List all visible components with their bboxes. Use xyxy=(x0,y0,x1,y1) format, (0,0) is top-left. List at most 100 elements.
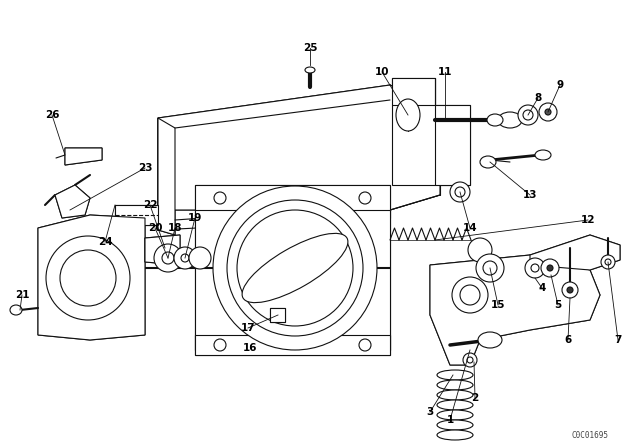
Text: 11: 11 xyxy=(438,67,452,77)
Circle shape xyxy=(227,200,363,336)
Ellipse shape xyxy=(154,244,182,272)
Polygon shape xyxy=(392,78,470,185)
Ellipse shape xyxy=(480,156,496,168)
Circle shape xyxy=(567,287,573,293)
Text: 18: 18 xyxy=(168,223,182,233)
Ellipse shape xyxy=(437,410,473,420)
Text: 9: 9 xyxy=(556,80,564,90)
Ellipse shape xyxy=(535,150,551,160)
Circle shape xyxy=(60,250,116,306)
Circle shape xyxy=(214,339,226,351)
Text: 23: 23 xyxy=(138,163,152,173)
Text: 6: 6 xyxy=(564,335,572,345)
Polygon shape xyxy=(530,235,620,270)
Ellipse shape xyxy=(305,67,315,73)
Circle shape xyxy=(476,254,504,282)
Ellipse shape xyxy=(450,182,470,202)
Text: 2: 2 xyxy=(472,393,479,403)
Circle shape xyxy=(359,192,371,204)
Polygon shape xyxy=(158,85,440,210)
Text: 16: 16 xyxy=(243,343,257,353)
Circle shape xyxy=(483,261,497,275)
Text: 14: 14 xyxy=(463,223,477,233)
Ellipse shape xyxy=(162,252,174,264)
Polygon shape xyxy=(158,118,175,235)
Text: 7: 7 xyxy=(614,335,621,345)
Polygon shape xyxy=(158,118,175,235)
Polygon shape xyxy=(145,235,180,265)
Polygon shape xyxy=(65,148,102,165)
Circle shape xyxy=(213,186,377,350)
Polygon shape xyxy=(195,185,390,210)
Circle shape xyxy=(237,210,353,326)
Text: 26: 26 xyxy=(45,110,60,120)
Ellipse shape xyxy=(174,247,196,269)
Polygon shape xyxy=(392,78,470,185)
Circle shape xyxy=(541,259,559,277)
Text: 12: 12 xyxy=(580,215,595,225)
Text: 1: 1 xyxy=(446,415,454,425)
Circle shape xyxy=(562,282,578,298)
Circle shape xyxy=(545,109,551,115)
Polygon shape xyxy=(430,255,600,365)
Polygon shape xyxy=(195,335,390,355)
Polygon shape xyxy=(145,235,180,265)
Circle shape xyxy=(605,259,611,265)
Circle shape xyxy=(547,265,553,271)
Text: 17: 17 xyxy=(241,323,255,333)
Polygon shape xyxy=(65,148,102,165)
Polygon shape xyxy=(195,185,390,350)
Circle shape xyxy=(452,277,488,313)
Polygon shape xyxy=(430,255,600,365)
Ellipse shape xyxy=(539,103,557,121)
Circle shape xyxy=(601,255,615,269)
Ellipse shape xyxy=(455,187,465,197)
Text: 8: 8 xyxy=(534,93,541,103)
Ellipse shape xyxy=(437,420,473,430)
Polygon shape xyxy=(115,205,158,225)
Text: 5: 5 xyxy=(554,300,562,310)
Circle shape xyxy=(46,236,130,320)
Text: 21: 21 xyxy=(15,290,29,300)
Circle shape xyxy=(525,258,545,278)
Ellipse shape xyxy=(523,110,533,120)
Ellipse shape xyxy=(487,114,503,126)
Ellipse shape xyxy=(437,400,473,410)
Ellipse shape xyxy=(437,380,473,390)
Text: 4: 4 xyxy=(538,283,546,293)
Polygon shape xyxy=(158,85,440,210)
Text: C0C01695: C0C01695 xyxy=(572,431,609,439)
Polygon shape xyxy=(38,215,145,340)
Text: 3: 3 xyxy=(426,407,434,417)
Ellipse shape xyxy=(10,305,22,315)
Circle shape xyxy=(463,353,477,367)
Circle shape xyxy=(214,192,226,204)
Text: 22: 22 xyxy=(143,200,157,210)
Text: 15: 15 xyxy=(491,300,505,310)
Polygon shape xyxy=(195,335,390,355)
Text: 13: 13 xyxy=(523,190,537,200)
Ellipse shape xyxy=(437,390,473,400)
Polygon shape xyxy=(270,308,285,322)
Ellipse shape xyxy=(437,430,473,440)
Polygon shape xyxy=(270,308,285,322)
Circle shape xyxy=(460,285,480,305)
Polygon shape xyxy=(38,215,145,340)
Ellipse shape xyxy=(478,332,502,348)
Ellipse shape xyxy=(242,233,348,303)
Text: 24: 24 xyxy=(98,237,112,247)
Circle shape xyxy=(359,339,371,351)
Ellipse shape xyxy=(396,99,420,131)
Circle shape xyxy=(468,238,492,262)
Text: 19: 19 xyxy=(188,213,202,223)
Ellipse shape xyxy=(518,105,538,125)
Ellipse shape xyxy=(181,254,189,262)
Ellipse shape xyxy=(189,247,211,269)
Ellipse shape xyxy=(498,112,522,128)
Circle shape xyxy=(467,357,473,363)
Circle shape xyxy=(531,264,539,272)
Text: 25: 25 xyxy=(303,43,317,53)
Polygon shape xyxy=(55,185,90,218)
Polygon shape xyxy=(195,185,390,350)
Polygon shape xyxy=(195,185,390,210)
